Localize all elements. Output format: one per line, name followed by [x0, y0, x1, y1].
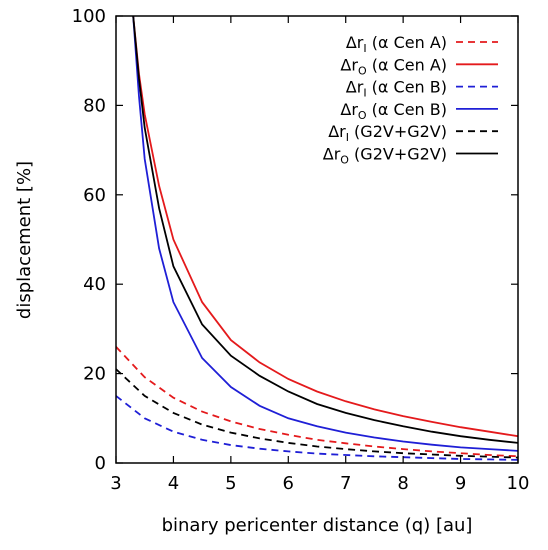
legend-label-subscript: O	[358, 64, 367, 77]
legend-label-rest: (α Cen A)	[367, 55, 447, 74]
x-tick-label: 9	[455, 473, 466, 494]
y-tick-label: 0	[95, 453, 106, 474]
x-tick-label: 7	[340, 473, 351, 494]
series-line-inner-4	[116, 368, 518, 459]
series-line-outer-1	[132, 16, 518, 438]
legend-label-main: Δr	[340, 100, 358, 119]
legend-label-rest: (G2V+G2V)	[349, 145, 447, 164]
legend-label: ΔrI (α Cen A)	[346, 33, 447, 55]
legend-label-subscript: O	[358, 109, 367, 122]
x-tick-label: 6	[283, 473, 294, 494]
legend-label-main: Δr	[328, 122, 346, 141]
y-tick-label: 40	[83, 274, 106, 295]
legend-label: ΔrO (α Cen A)	[340, 55, 447, 77]
legend-label-rest: (α Cen B)	[367, 100, 447, 119]
x-tick-label: 4	[168, 473, 179, 494]
legend-label-subscript: O	[340, 154, 349, 167]
y-tick-label: 80	[83, 95, 106, 116]
legend-label-main: Δr	[323, 145, 341, 164]
plot-frame	[115, 15, 519, 464]
legend-label-rest: (α Cen A)	[367, 33, 447, 52]
legend-label-main: Δr	[340, 55, 358, 74]
series-line-inner-2	[116, 395, 518, 461]
x-tick-label: 10	[507, 473, 530, 494]
series-line-outer-5	[132, 16, 518, 444]
x-tick-label: 5	[225, 473, 236, 494]
series-line-inner-0	[116, 346, 518, 458]
legend-label-rest: (α Cen B)	[367, 78, 447, 97]
legend-label: ΔrI (G2V+G2V)	[328, 122, 447, 144]
series-line-outer-3	[132, 16, 518, 452]
legend-label-subscript: I	[363, 42, 366, 55]
legend-label-rest: (G2V+G2V)	[349, 122, 447, 141]
legend-label-main: Δr	[346, 33, 364, 52]
x-tick-label: 8	[397, 473, 408, 494]
x-axis-title: binary pericenter distance (q) [au]	[162, 515, 473, 536]
legend-label-main: Δr	[346, 78, 364, 97]
x-tick-label: 3	[110, 473, 121, 494]
y-tick-label: 20	[83, 364, 106, 385]
y-tick-label: 100	[72, 6, 106, 27]
series-lines	[116, 16, 518, 461]
legend: ΔrI (α Cen A)ΔrO (α Cen A)ΔrI (α Cen B)Δ…	[323, 33, 498, 167]
legend-label-subscript: I	[363, 87, 366, 100]
legend-label: ΔrO (G2V+G2V)	[323, 145, 447, 167]
y-tick-label: 60	[83, 185, 106, 206]
legend-label: ΔrO (α Cen B)	[340, 100, 447, 122]
legend-label-subscript: I	[346, 131, 349, 144]
legend-label: ΔrI (α Cen B)	[346, 78, 447, 100]
y-axis-title: displacement [%]	[14, 161, 35, 319]
